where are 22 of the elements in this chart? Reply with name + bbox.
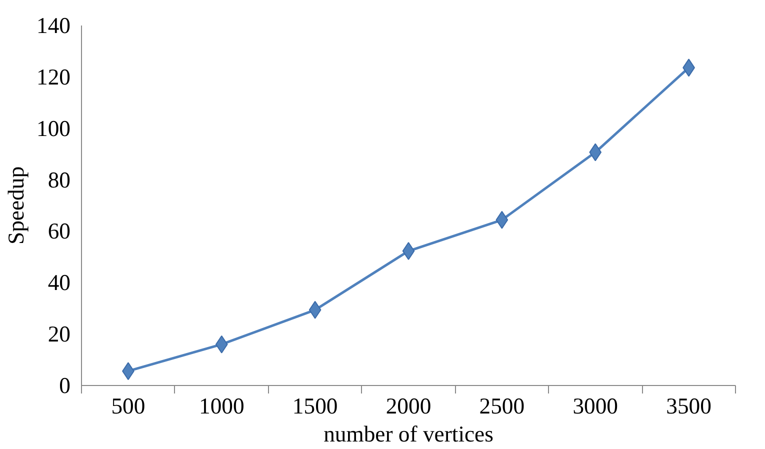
y-tick-label: 40 bbox=[48, 270, 70, 296]
y-axis-title: Speedup bbox=[4, 166, 29, 245]
y-tick-label: 120 bbox=[36, 64, 70, 90]
x-tick-label: 1000 bbox=[198, 394, 244, 418]
point bbox=[589, 143, 602, 162]
y-tick-label: 80 bbox=[48, 167, 70, 192]
y-tick-label: 100 bbox=[36, 116, 70, 141]
x-tick-label: 3000 bbox=[572, 394, 618, 418]
y-tick-label: 20 bbox=[48, 322, 70, 347]
point bbox=[215, 335, 228, 354]
point bbox=[496, 210, 508, 229]
y-tick-label: 60 bbox=[48, 218, 70, 244]
x-tick-label: 3500 bbox=[666, 394, 712, 418]
x-tick-label: 2000 bbox=[386, 394, 432, 418]
x-axis-title: number of vertices bbox=[324, 422, 494, 446]
y-tick-label: 140 bbox=[36, 13, 70, 38]
x-tick-label: 500 bbox=[111, 394, 146, 418]
y-tick-label: 0 bbox=[59, 373, 70, 398]
x-tick-label: 1500 bbox=[292, 394, 338, 418]
point bbox=[308, 300, 322, 319]
x-tick-label: 2500 bbox=[479, 394, 525, 418]
point bbox=[402, 242, 415, 260]
